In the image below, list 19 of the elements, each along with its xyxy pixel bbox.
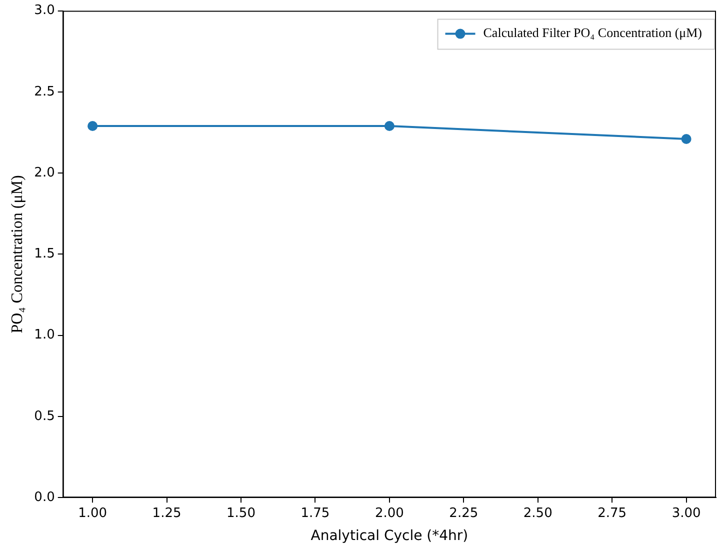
y-tick-label: 2.5 — [34, 84, 55, 100]
x-tick-label: 1.50 — [226, 506, 256, 521]
x-tick-label: 3.00 — [672, 506, 701, 521]
y-axis-title: PO₄ Concentration (μM) — [8, 175, 26, 334]
x-tick-label: 1.75 — [300, 506, 330, 521]
x-tick-label: 1.25 — [152, 506, 182, 521]
y-tick-label: 0.0 — [34, 490, 55, 505]
y-tick-label: 2.0 — [34, 165, 55, 180]
x-tick-label: 2.25 — [449, 506, 478, 521]
y-tick-label: 1.0 — [34, 328, 55, 343]
y-tick-label: 1.5 — [34, 246, 55, 262]
y-tick-label: 0.5 — [34, 408, 55, 424]
x-tick-label: 2.00 — [374, 506, 404, 521]
y-tick-label: 3.0 — [34, 3, 55, 18]
x-tick-label: 1.00 — [78, 506, 108, 521]
x-axis-title: Analytical Cycle (*4hr) — [310, 528, 468, 544]
legend-label: Calculated Filter PO₄ Concentration (μM) — [483, 25, 702, 40]
x-tick-label: 2.75 — [598, 506, 627, 521]
x-tick-label: 2.50 — [523, 506, 552, 521]
